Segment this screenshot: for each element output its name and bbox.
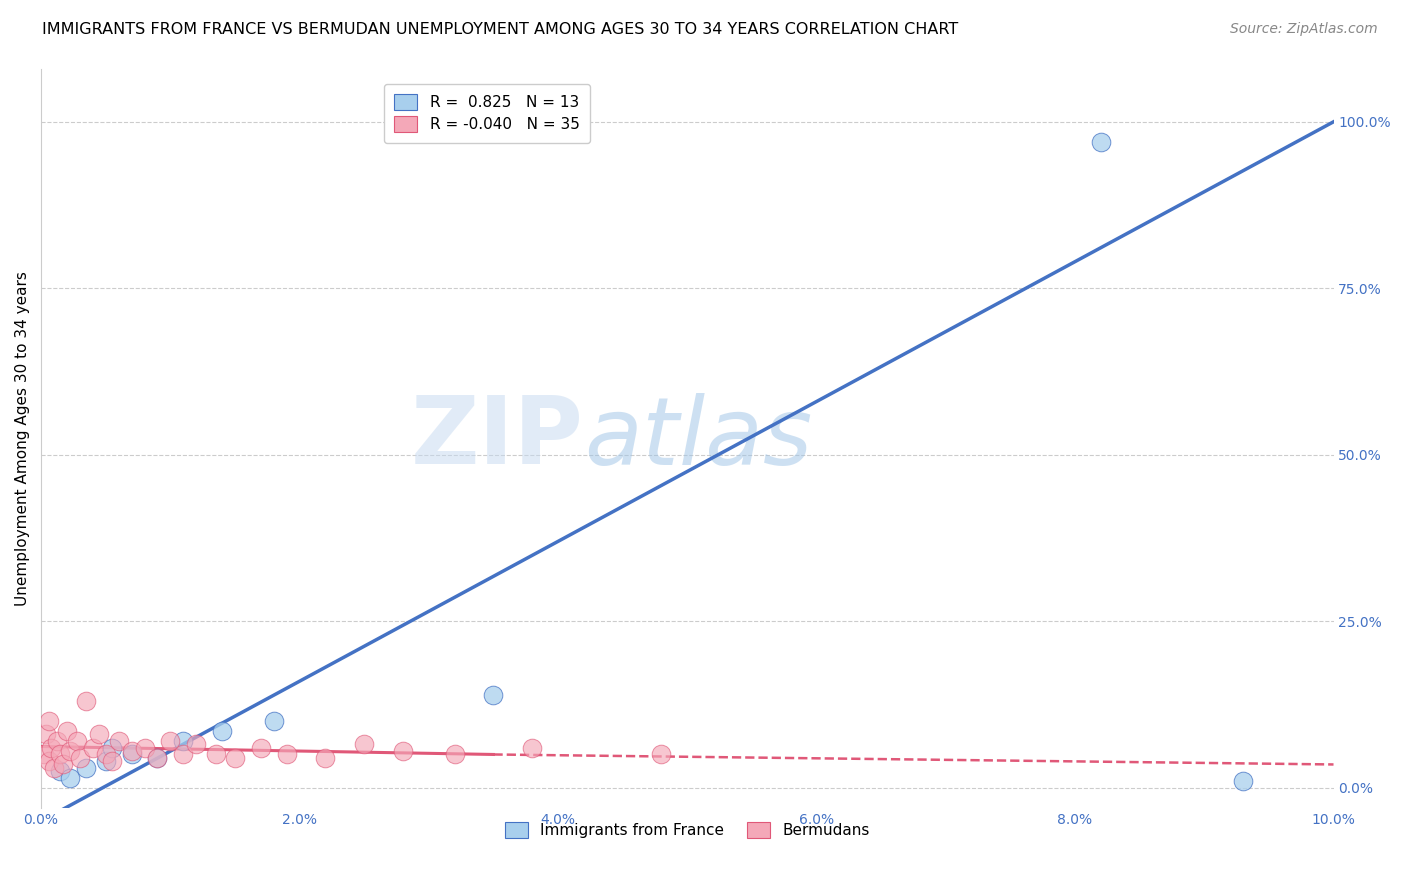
Point xyxy=(41,740,63,755)
Point xyxy=(522,740,544,755)
Point xyxy=(353,738,375,752)
Point xyxy=(89,727,111,741)
Text: atlas: atlas xyxy=(583,392,813,483)
Point xyxy=(172,747,194,762)
Point xyxy=(75,694,97,708)
Point xyxy=(250,740,273,755)
Point xyxy=(146,751,169,765)
Point xyxy=(159,734,181,748)
Point xyxy=(94,754,117,768)
Point xyxy=(134,740,156,755)
Point xyxy=(49,747,72,762)
Legend: Immigrants from France, Bermudans: Immigrants from France, Bermudans xyxy=(499,816,876,845)
Text: Source: ZipAtlas.com: Source: ZipAtlas.com xyxy=(1230,22,1378,37)
Point xyxy=(121,747,143,762)
Point xyxy=(146,751,169,765)
Point xyxy=(58,744,80,758)
Point xyxy=(101,754,124,768)
Text: IMMIGRANTS FROM FRANCE VS BERMUDAN UNEMPLOYMENT AMONG AGES 30 TO 34 YEARS CORREL: IMMIGRANTS FROM FRANCE VS BERMUDAN UNEMP… xyxy=(42,22,959,37)
Point xyxy=(314,751,336,765)
Point xyxy=(75,761,97,775)
Point xyxy=(38,714,60,728)
Y-axis label: Unemployment Among Ages 30 to 34 years: Unemployment Among Ages 30 to 34 years xyxy=(15,270,30,606)
Point xyxy=(204,747,226,762)
Point xyxy=(186,738,208,752)
Point xyxy=(224,751,246,765)
Point xyxy=(1090,135,1112,149)
Point xyxy=(263,714,285,728)
Point xyxy=(56,724,79,739)
Point xyxy=(94,747,117,762)
Point xyxy=(392,744,415,758)
Point xyxy=(58,771,80,785)
Point xyxy=(45,734,67,748)
Point xyxy=(82,740,104,755)
Point xyxy=(49,764,72,778)
Point xyxy=(52,757,75,772)
Point xyxy=(101,740,124,755)
Point xyxy=(35,727,58,741)
Point xyxy=(107,734,129,748)
Point xyxy=(38,754,60,768)
Point xyxy=(42,761,65,775)
Point xyxy=(172,734,194,748)
Point xyxy=(482,688,505,702)
Point xyxy=(32,747,55,762)
Point xyxy=(211,724,233,739)
Point xyxy=(443,747,465,762)
Text: ZIP: ZIP xyxy=(411,392,583,484)
Point xyxy=(650,747,672,762)
Point xyxy=(276,747,298,762)
Point xyxy=(121,744,143,758)
Point xyxy=(66,734,89,748)
Point xyxy=(1232,774,1254,789)
Point xyxy=(69,751,91,765)
